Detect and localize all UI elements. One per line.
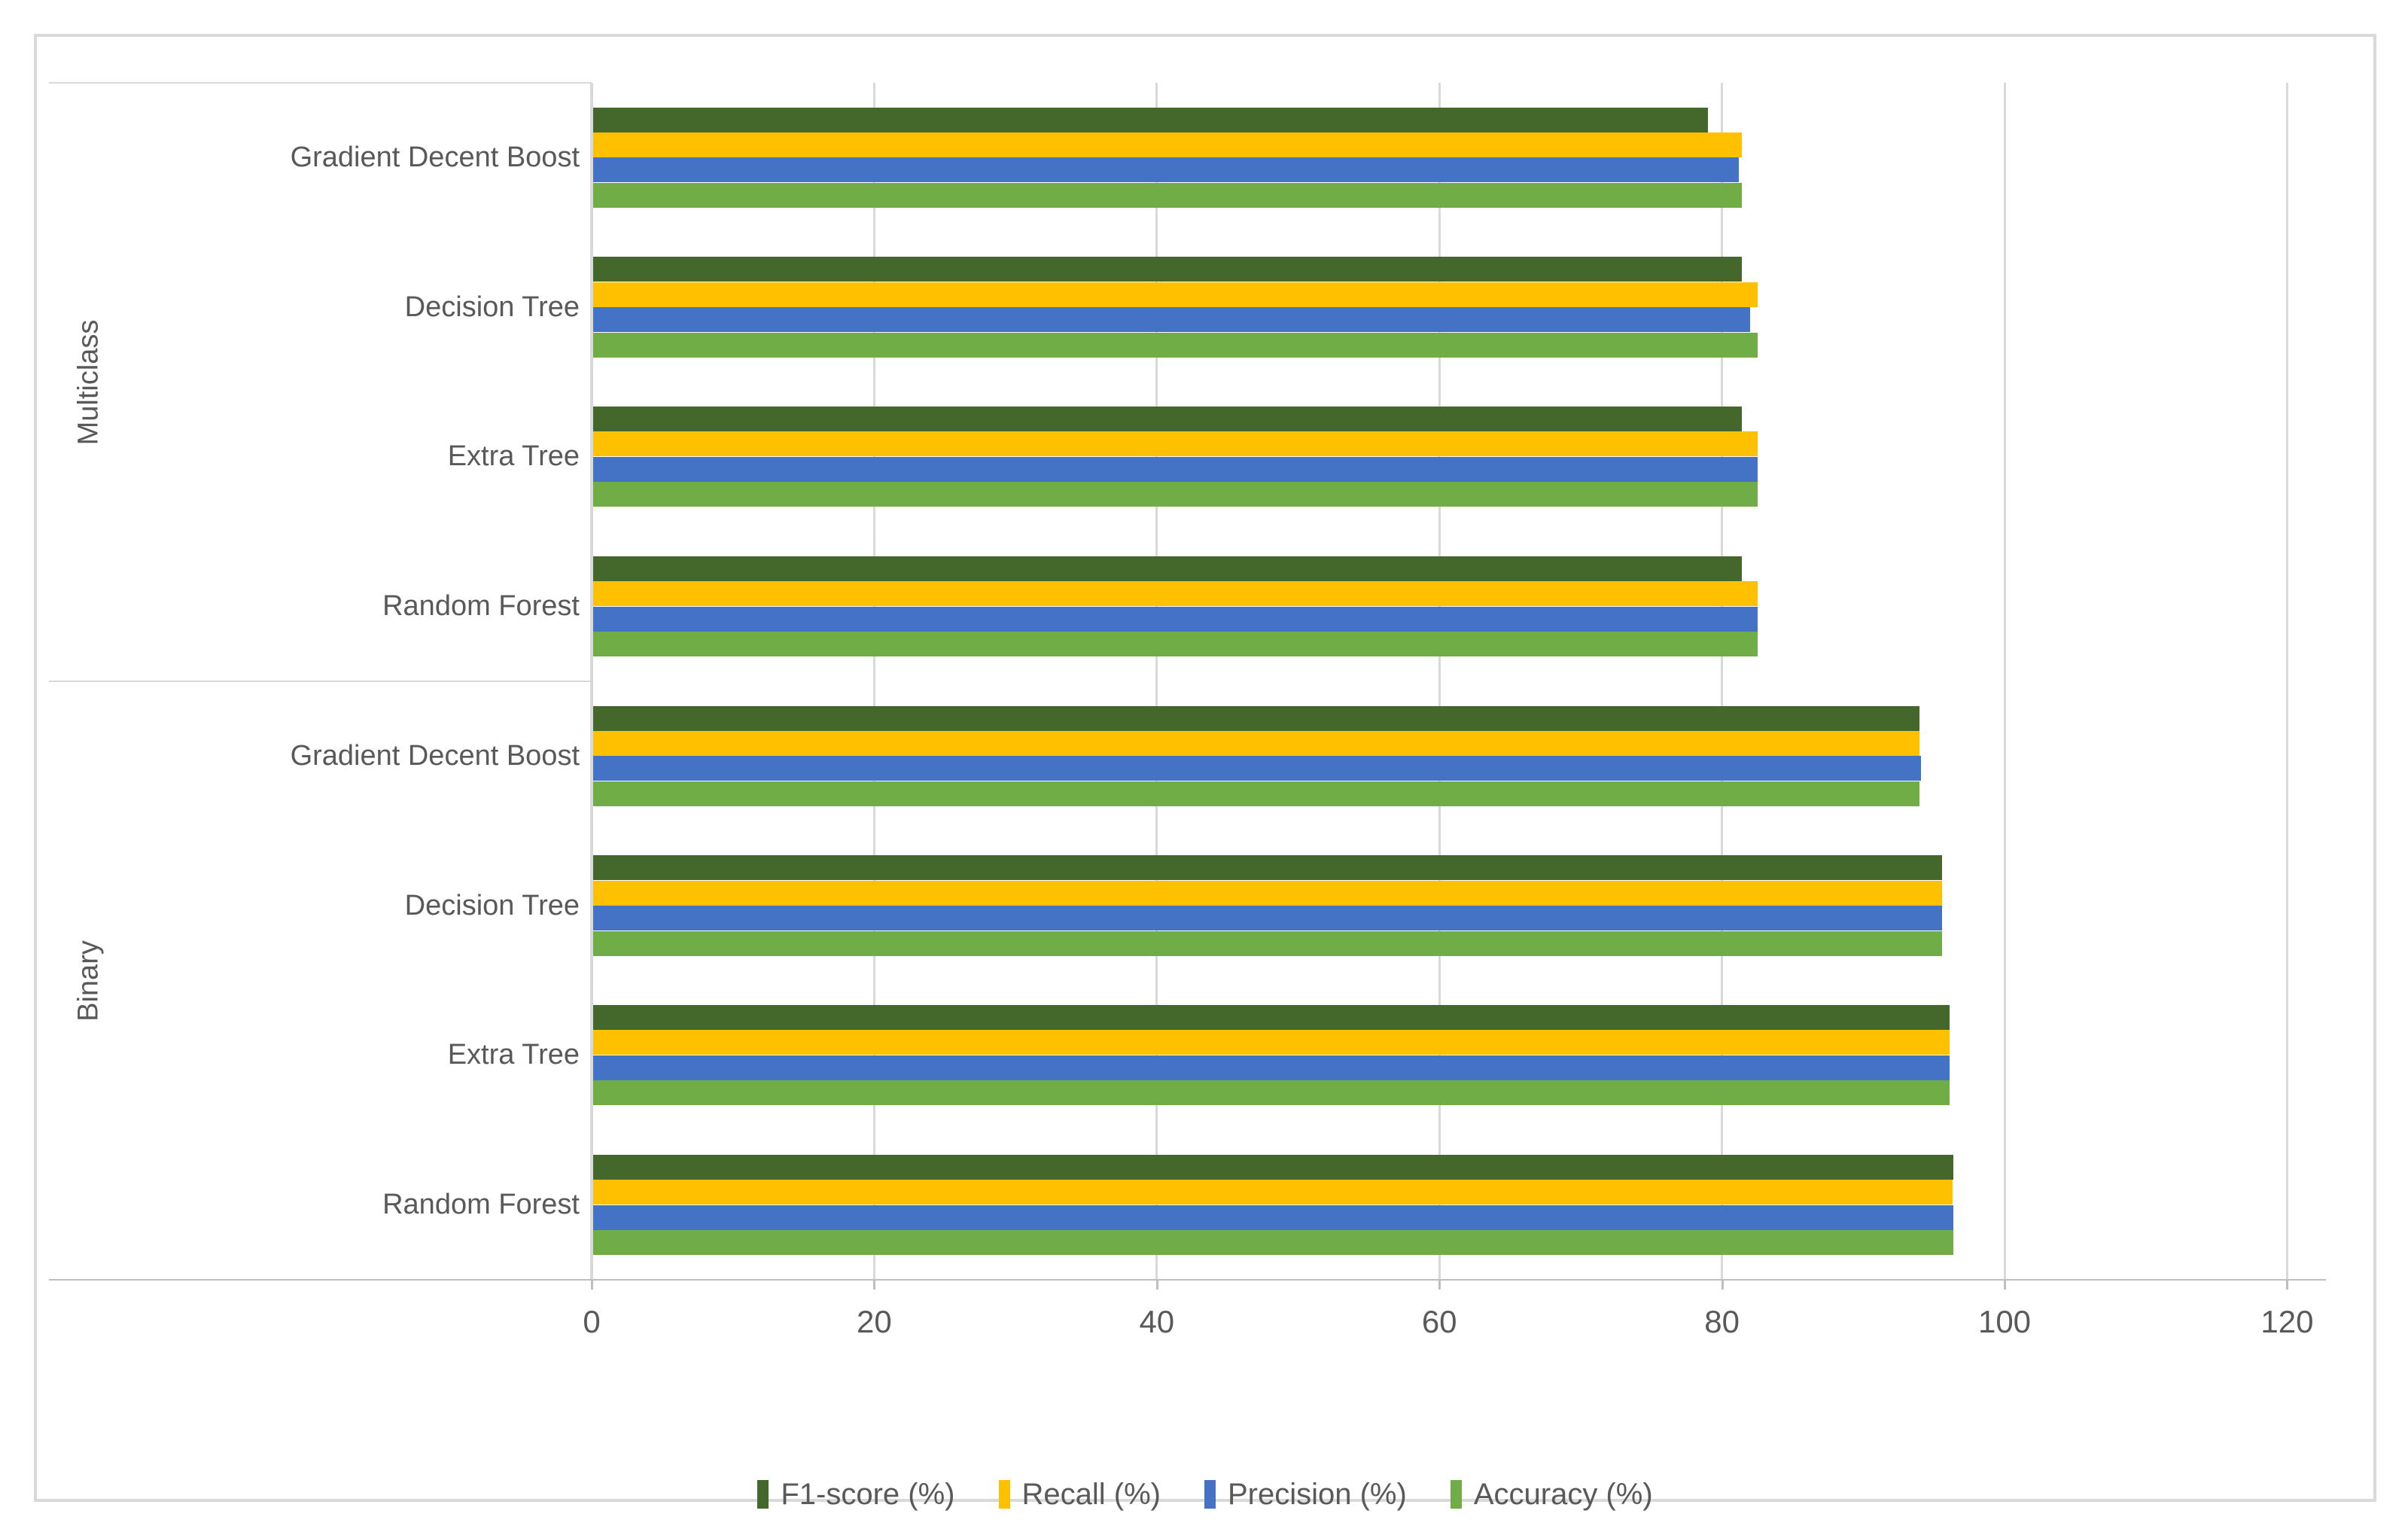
- bar-multiclass-3-recall: [593, 581, 1758, 607]
- gridline-20: [872, 83, 875, 1280]
- bar-binary-7-precision: [593, 1205, 1954, 1230]
- legend-swatch-icon: [757, 1480, 769, 1509]
- bar-multiclass-1-f1score: [593, 257, 1742, 282]
- x-tickmark-40: [1155, 1280, 1158, 1290]
- bar-multiclass-0-accuracy: [593, 182, 1742, 208]
- legend-swatch-icon: [998, 1480, 1010, 1509]
- bar-multiclass-2-f1score: [593, 407, 1742, 432]
- x-tickmark-100: [2004, 1280, 2006, 1290]
- gridline-80: [1721, 83, 1724, 1280]
- gridline-40: [1155, 83, 1158, 1280]
- category-box-line-0: [49, 82, 592, 84]
- group-label-multiclass: Multiclass: [72, 319, 105, 445]
- bar-multiclass-2-precision: [593, 456, 1758, 482]
- bar-multiclass-3-accuracy: [593, 632, 1758, 657]
- legend-label: Precision (%): [1227, 1477, 1407, 1511]
- x-tickmark-20: [873, 1280, 876, 1290]
- x-tick-label-20: 20: [857, 1304, 892, 1339]
- legend-item-accuracy: Accuracy (%): [1450, 1477, 1653, 1512]
- category-label-6: Extra Tree: [447, 1039, 580, 1071]
- gridline-60: [1438, 83, 1441, 1280]
- x-tickmark-0: [591, 1280, 593, 1290]
- bar-multiclass-2-accuracy: [593, 482, 1758, 507]
- bar-multiclass-1-precision: [593, 307, 1751, 333]
- x-tickmark-120: [2286, 1280, 2289, 1290]
- legend-label: Recall (%): [1021, 1477, 1161, 1511]
- bar-multiclass-0-recall: [593, 132, 1742, 157]
- category-label-1: Decision Tree: [404, 291, 580, 323]
- x-tickmark-60: [1438, 1280, 1441, 1290]
- x-tick-label-100: 100: [1977, 1304, 2032, 1339]
- chart-legend: F1-score (%) Recall (%) Precision (%) Accur…: [71, 1464, 2340, 1524]
- category-label-7: Random Forest: [382, 1189, 580, 1221]
- bar-binary-7-f1score: [593, 1154, 1954, 1180]
- bar-multiclass-1-recall: [593, 282, 1758, 307]
- category-label-4: Gradient Decent Boost: [290, 739, 580, 772]
- legend-label: Accuracy (%): [1473, 1477, 1653, 1511]
- bar-multiclass-3-precision: [593, 606, 1758, 632]
- gridline-0: [590, 83, 593, 1280]
- category-box-line-1: [49, 681, 592, 682]
- legend-item-precision: Precision (%): [1204, 1478, 1407, 1512]
- bar-multiclass-0-precision: [593, 157, 1740, 183]
- bar-binary-5-f1score: [593, 855, 1943, 881]
- x-axis-line: [49, 1279, 2326, 1281]
- bar-multiclass-1-accuracy: [593, 332, 1758, 358]
- x-tick-label-120: 120: [2260, 1304, 2314, 1339]
- bar-binary-6-precision: [593, 1055, 1950, 1080]
- category-label-2: Extra Tree: [447, 440, 580, 473]
- bar-binary-5-recall: [593, 880, 1943, 906]
- category-label-0: Gradient Decent Boost: [290, 141, 580, 173]
- bar-binary-6-accuracy: [593, 1080, 1950, 1106]
- x-tick-label-80: 80: [1704, 1304, 1740, 1339]
- bar-binary-6-f1score: [593, 1005, 1950, 1031]
- gridline-120: [2285, 83, 2288, 1280]
- bar-binary-5-accuracy: [593, 930, 1943, 956]
- bar-binary-4-f1score: [593, 705, 1920, 731]
- x-tick-label-60: 60: [1421, 1304, 1457, 1339]
- legend-item-recall: Recall (%): [998, 1477, 1161, 1512]
- x-tick-label-40: 40: [1139, 1304, 1175, 1339]
- bar-binary-4-precision: [593, 756, 1922, 781]
- legend-item-f1score: F1-score (%): [757, 1477, 955, 1512]
- legend-swatch-icon: [1450, 1480, 1462, 1509]
- legend-swatch-icon: [1204, 1480, 1216, 1509]
- x-tickmark-80: [1721, 1280, 1724, 1290]
- gridline-100: [2003, 83, 2006, 1280]
- category-label-3: Random Forest: [382, 590, 580, 623]
- legend-label: F1-score (%): [781, 1477, 955, 1511]
- group-label-binary: Binary: [72, 940, 105, 1022]
- bar-binary-7-accuracy: [593, 1230, 1954, 1256]
- category-label-5: Decision Tree: [404, 889, 580, 921]
- x-tick-label-0: 0: [583, 1304, 601, 1339]
- bar-binary-7-recall: [593, 1180, 1953, 1205]
- bar-binary-4-recall: [593, 730, 1920, 756]
- bar-multiclass-3-f1score: [593, 556, 1742, 581]
- bar-multiclass-0-f1score: [593, 107, 1708, 132]
- bar-binary-4-accuracy: [593, 781, 1920, 806]
- bar-binary-5-precision: [593, 906, 1943, 931]
- bar-binary-6-recall: [593, 1030, 1950, 1055]
- bar-multiclass-2-recall: [593, 431, 1758, 457]
